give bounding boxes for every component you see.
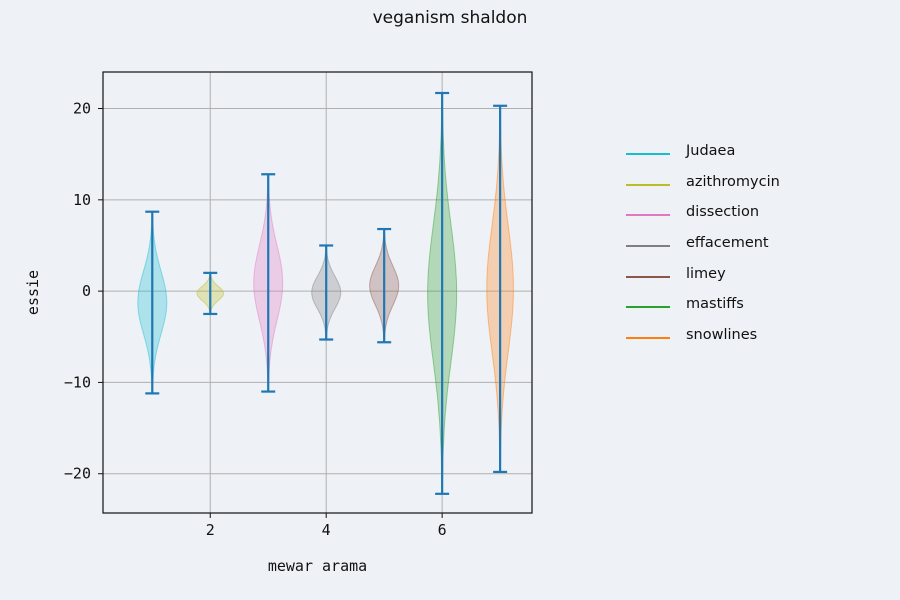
y-tick-label: 10 [73, 191, 91, 209]
legend-swatch [626, 153, 670, 155]
legend-item: azithromycin [626, 172, 866, 203]
legend-swatch [626, 337, 670, 340]
legend-label: azithromycin [686, 173, 780, 190]
legend-item: effacement [626, 233, 866, 264]
y-axis-label: essie [24, 270, 42, 315]
legend-item: mastiffs [626, 294, 866, 325]
legend: Judaea azithromycin dissection effacement li… [626, 141, 866, 356]
legend-swatch [626, 306, 670, 309]
legend-item: snowlines [626, 325, 866, 356]
y-tick-label: −10 [64, 373, 91, 391]
legend-item: dissection [626, 202, 866, 233]
legend-swatch [626, 245, 670, 248]
legend-label: limey [686, 265, 726, 282]
legend-item: Judaea [626, 141, 866, 172]
x-tick-label: 6 [438, 521, 447, 539]
plot-frame [102, 71, 533, 514]
legend-label: dissection [686, 204, 760, 221]
legend-label: effacement [686, 235, 769, 252]
legend-swatch [626, 183, 670, 186]
legend-swatch [626, 214, 670, 217]
y-tick-label: 0 [82, 282, 91, 300]
legend-label: snowlines [686, 327, 758, 344]
y-tick-label: −20 [64, 465, 91, 483]
x-tick-label: 4 [322, 521, 331, 539]
plot-area [103, 72, 532, 513]
legend-swatch [626, 275, 670, 278]
x-axis-label: mewar arama [268, 557, 367, 575]
x-tick-label: 2 [206, 521, 215, 539]
y-tick-label: 20 [73, 100, 91, 118]
legend-item: limey [626, 264, 866, 295]
legend-label: Judaea [686, 143, 736, 159]
chart-title: veganism shaldon [372, 8, 528, 28]
legend-label: mastiffs [686, 296, 744, 313]
